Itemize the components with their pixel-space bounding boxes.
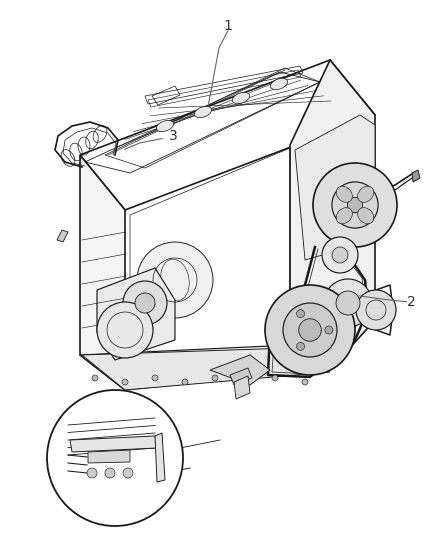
Circle shape <box>336 291 360 315</box>
Ellipse shape <box>156 120 173 132</box>
Circle shape <box>123 468 133 478</box>
Text: 3: 3 <box>169 130 177 143</box>
Circle shape <box>135 293 155 313</box>
Polygon shape <box>290 60 375 370</box>
Circle shape <box>87 468 97 478</box>
Polygon shape <box>70 436 157 452</box>
Ellipse shape <box>336 208 352 224</box>
Circle shape <box>332 247 348 263</box>
Circle shape <box>92 375 98 381</box>
Circle shape <box>347 197 363 213</box>
Circle shape <box>242 379 248 385</box>
Polygon shape <box>234 376 250 399</box>
Polygon shape <box>295 115 375 260</box>
Circle shape <box>47 390 183 526</box>
Ellipse shape <box>233 92 250 103</box>
Circle shape <box>182 379 188 385</box>
Ellipse shape <box>270 78 288 90</box>
Text: 2: 2 <box>407 295 416 309</box>
Text: 1: 1 <box>223 19 232 33</box>
Polygon shape <box>155 433 165 482</box>
Circle shape <box>332 182 378 228</box>
Circle shape <box>212 375 218 381</box>
Polygon shape <box>80 345 330 390</box>
Circle shape <box>152 375 158 381</box>
Circle shape <box>97 302 153 358</box>
Ellipse shape <box>358 186 374 203</box>
Ellipse shape <box>358 208 374 224</box>
Polygon shape <box>412 170 420 182</box>
Ellipse shape <box>194 107 212 118</box>
Circle shape <box>137 242 213 318</box>
Polygon shape <box>82 348 330 390</box>
Circle shape <box>283 303 337 357</box>
Circle shape <box>122 379 128 385</box>
Circle shape <box>123 281 167 325</box>
Polygon shape <box>230 368 252 385</box>
Circle shape <box>297 310 304 318</box>
Polygon shape <box>210 355 270 385</box>
Circle shape <box>299 319 321 341</box>
Circle shape <box>265 285 355 375</box>
Polygon shape <box>80 60 375 210</box>
Circle shape <box>297 342 304 350</box>
Circle shape <box>313 163 397 247</box>
Polygon shape <box>57 230 68 242</box>
Circle shape <box>272 375 278 381</box>
Circle shape <box>356 290 396 330</box>
Circle shape <box>322 237 358 273</box>
Ellipse shape <box>336 186 352 203</box>
Circle shape <box>324 279 372 327</box>
Polygon shape <box>88 450 130 463</box>
Circle shape <box>105 468 115 478</box>
Polygon shape <box>80 155 125 390</box>
Polygon shape <box>97 268 175 360</box>
Circle shape <box>325 326 333 334</box>
Circle shape <box>302 379 308 385</box>
